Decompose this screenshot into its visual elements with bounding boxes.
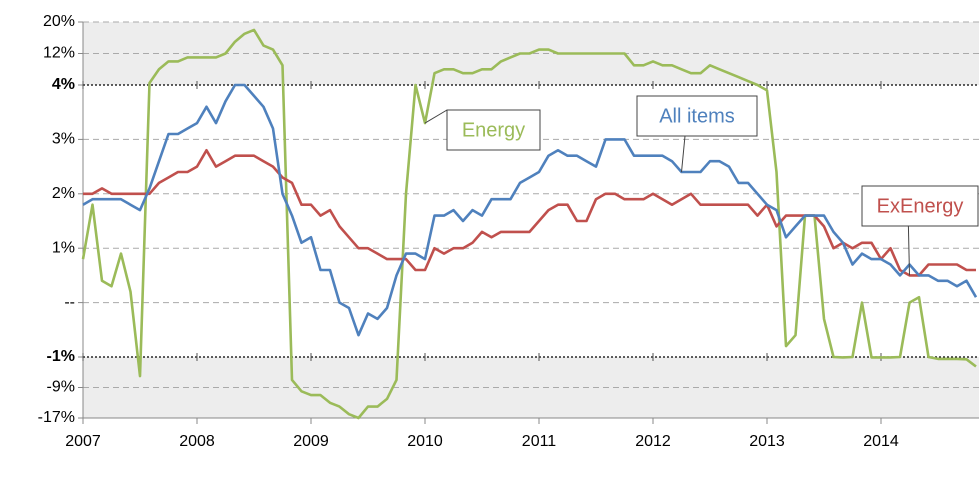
callout-box — [861, 185, 979, 227]
y-tick-label: -9% — [47, 379, 75, 396]
y-tick-label: -1% — [47, 348, 75, 365]
x-tick-label: 2008 — [179, 433, 215, 450]
callout-box — [446, 109, 541, 151]
callout-label: All items — [659, 105, 735, 127]
band-bg — [83, 357, 979, 418]
callout-label: Energy — [462, 119, 525, 141]
x-tick-label: 2011 — [522, 433, 557, 450]
x-tick-label: 2014 — [863, 433, 899, 450]
callout-leader — [424, 109, 448, 124]
series-line — [82, 83, 978, 337]
y-tick-label: 3% — [52, 131, 75, 148]
y-tick-label: 12% — [43, 45, 75, 62]
series-line — [83, 149, 976, 277]
callout-leader — [681, 135, 686, 173]
y-tick-label: 1% — [52, 239, 75, 256]
x-tick-label: 2013 — [749, 433, 785, 450]
callout-leader — [907, 225, 910, 276]
y-tick-label: -- — [64, 294, 75, 311]
x-tick-label: 2007 — [65, 433, 101, 450]
callout-label: ExEnergy — [877, 195, 964, 217]
x-tick-label: 2009 — [293, 433, 329, 450]
y-tick-label: 20% — [43, 13, 75, 30]
callout-box — [636, 95, 758, 137]
y-tick-label: 2% — [52, 185, 75, 202]
x-tick-label: 2012 — [635, 433, 671, 450]
series-line — [81, 28, 977, 420]
x-tick-label: 2010 — [407, 433, 443, 450]
y-tick-label: -17% — [38, 409, 75, 426]
y-tick-label: 4% — [52, 76, 75, 93]
